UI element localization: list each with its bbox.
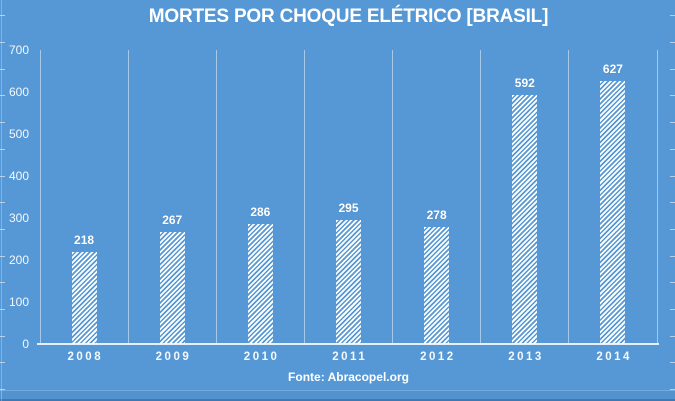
bar	[247, 223, 273, 344]
worksheet-row-tick	[670, 335, 675, 337]
x-tick-label: 2012	[420, 351, 456, 363]
worksheet-row-tick	[0, 15, 5, 17]
y-tick-label: 300	[8, 211, 29, 225]
vertical-gridline	[480, 50, 482, 344]
worksheet-row-tick	[0, 389, 5, 391]
worksheet-left-gridline	[1, 0, 2, 401]
worksheet-row-tick	[0, 95, 5, 97]
y-tick-label: 100	[8, 295, 29, 309]
worksheet-row-tick	[670, 362, 675, 364]
worksheet-row-tick	[0, 175, 5, 177]
worksheet-row-tick	[670, 122, 675, 124]
worksheet-row-tick	[0, 255, 5, 257]
vertical-gridline	[215, 50, 217, 344]
worksheet-row-tick	[670, 282, 675, 284]
worksheet-row-tick	[0, 335, 5, 337]
vertical-gridline	[127, 50, 129, 344]
x-tick-label: 2011	[332, 351, 368, 363]
bar	[71, 252, 97, 344]
worksheet-row-tick	[670, 15, 675, 17]
worksheet-row-tick	[670, 309, 675, 310]
worksheet-row-tick	[670, 202, 675, 204]
bar	[336, 220, 361, 344]
x-axis-labels: 2008 2009 2010 2011 2012 2013 2014	[0, 351, 675, 367]
worksheet-row-tick	[0, 68, 5, 70]
bar	[424, 227, 450, 344]
vertical-gridline	[39, 50, 41, 344]
x-axis-line	[37, 343, 659, 345]
y-tick-label: 700	[8, 43, 29, 57]
chart-title: MORTES POR CHOQUE ELÉTRICO [BRASIL]	[148, 6, 549, 27]
bar-value-label: 295	[338, 201, 359, 216]
y-tick-label: 500	[8, 127, 29, 141]
worksheet-bottom-strip	[0, 390, 675, 401]
x-tick-label: 2009	[155, 351, 192, 363]
vertical-gridline	[303, 50, 305, 344]
x-tick-label: 2014	[596, 351, 632, 363]
source-caption: Fonte: Abracopel.org	[288, 370, 409, 384]
worksheet-row-tick	[0, 42, 5, 43]
worksheet-row-tick	[670, 389, 675, 391]
bar-value-label: 592	[514, 76, 535, 91]
bar-value-label: 218	[74, 233, 95, 248]
y-tick-label: 400	[8, 169, 29, 183]
worksheet-row-tick	[670, 175, 675, 177]
y-tick-label: 600	[8, 85, 29, 99]
y-tick-label: 200	[8, 253, 29, 267]
plot-area: 218 267 286 295 278 592 627	[39, 50, 658, 344]
bar	[512, 95, 538, 344]
worksheet-row-ticks-right	[669, 0, 675, 401]
worksheet-row-tick	[670, 255, 675, 257]
worksheet-row-ticks-left	[0, 0, 6, 401]
x-tick-label: 2008	[67, 351, 104, 363]
y-tick-label: 0	[22, 337, 29, 351]
vertical-gridline	[392, 50, 394, 344]
bar-value-label: 278	[426, 208, 447, 223]
bar-value-label: 286	[250, 204, 271, 219]
vertical-gridline	[656, 50, 658, 344]
bar-value-label: 267	[162, 212, 183, 227]
worksheet-bottom-gridline	[0, 399, 675, 401]
bar	[159, 231, 185, 344]
vertical-gridline	[568, 50, 570, 344]
worksheet-row-tick	[0, 228, 5, 230]
bar	[600, 80, 626, 344]
worksheet-row-tick	[670, 68, 675, 70]
worksheet-row-tick	[0, 202, 5, 204]
worksheet-row-tick	[0, 282, 5, 284]
x-tick-label: 2013	[508, 351, 544, 363]
y-axis-labels: 0 100 200 300 400 500 600 700	[0, 0, 29, 401]
worksheet-row-tick	[0, 309, 5, 310]
x-tick-label: 2010	[243, 351, 280, 363]
worksheet-row-tick	[670, 42, 675, 43]
worksheet-row-tick	[670, 148, 675, 150]
bar-value-label: 627	[602, 61, 623, 76]
worksheet-row-tick	[0, 362, 5, 364]
worksheet-row-tick	[670, 95, 675, 97]
worksheet-row-tick	[670, 228, 675, 230]
worksheet-row-tick	[0, 148, 5, 150]
worksheet-row-tick	[0, 122, 5, 124]
